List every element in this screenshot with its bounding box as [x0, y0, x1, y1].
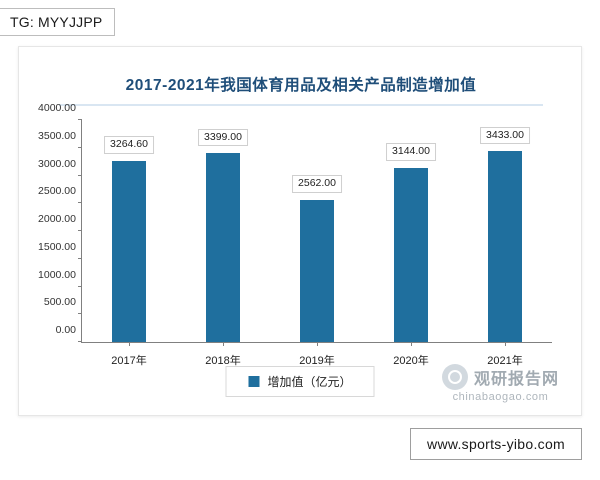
- bar[interactable]: 3144.00: [386, 142, 436, 342]
- y-axis-tick: [78, 202, 82, 204]
- source-label: www.sports-yibo.com: [427, 436, 565, 452]
- bar-value-label: 3144.00: [386, 142, 436, 161]
- y-axis-label: 1500.00: [38, 240, 76, 253]
- y-axis-tick: [78, 146, 82, 148]
- x-axis-tick: [505, 342, 506, 346]
- watermark: 观研报告网 chinabaogao.com: [441, 364, 559, 403]
- bar[interactable]: 3433.00: [480, 126, 530, 342]
- x-axis-label: 2019年: [299, 355, 335, 367]
- x-axis-label: 2018年: [205, 355, 241, 367]
- y-axis-label: 3500.00: [38, 129, 76, 142]
- watermark-top: 观研报告网: [441, 364, 559, 390]
- bar-slot: 3399.00 2018年: [176, 120, 270, 367]
- chart-title: 2017-2021年我国体育用品及相关产品制造增加值: [125, 77, 477, 94]
- y-axis-label: 2000.00: [38, 213, 76, 225]
- bar-slot: 2562.00 2019年: [270, 120, 364, 367]
- bar-slot: 3144.00 2020年: [364, 120, 458, 367]
- bar[interactable]: 3264.60: [104, 136, 154, 342]
- y-axis-tick: [78, 285, 82, 287]
- y-axis-label: 1000.00: [38, 268, 76, 281]
- y-axis-label: 3000.00: [38, 157, 76, 170]
- x-axis-label: 2021年: [487, 355, 523, 367]
- bar-value-label: 2562.00: [292, 175, 342, 193]
- y-axis-label: 0.00: [55, 324, 76, 336]
- chart-title-container: 2017-2021年我国体育用品及相关产品制造增加值: [59, 73, 543, 106]
- bar-slot: 3264.60 2017年: [82, 120, 176, 367]
- y-axis-tick: [78, 119, 82, 120]
- legend-swatch-icon: [248, 376, 260, 387]
- x-axis-tick: [411, 342, 412, 346]
- x-axis-tick: [129, 342, 130, 346]
- y-axis-tick: [78, 341, 82, 342]
- bar-value-label: 3399.00: [198, 128, 248, 147]
- chart-legend[interactable]: 增加值（亿元）: [225, 366, 375, 397]
- chart-card: 2017-2021年我国体育用品及相关产品制造增加值 0.00 500.00 1…: [18, 46, 582, 416]
- y-axis-tick: [78, 257, 82, 259]
- x-axis-tick: [223, 342, 224, 346]
- watermark-name: 观研报告网: [473, 371, 559, 388]
- bar[interactable]: 3399.00: [198, 128, 248, 342]
- tg-tag: TG: MYYJJPP: [0, 8, 116, 36]
- x-axis-tick: [317, 342, 318, 346]
- watermark-url: chinabaogao.com: [452, 391, 549, 403]
- y-axis-label: 2500.00: [38, 185, 76, 198]
- bar-series: 3264.60 2017年 3399.00 2018年 2562.00 2019…: [82, 120, 552, 367]
- bar-value-label: 3264.60: [104, 136, 154, 154]
- y-axis-tick: [78, 174, 82, 176]
- bar-value-label: 3433.00: [480, 126, 530, 145]
- x-axis-label: 2017年: [111, 355, 147, 367]
- y-axis-tick: [78, 230, 82, 231]
- legend-label: 增加值（亿元）: [267, 375, 352, 389]
- source-box: www.sports-yibo.com: [410, 428, 582, 460]
- tg-tag-label: TG: MYYJJPP: [10, 14, 103, 30]
- x-axis-label: 2020年: [393, 355, 429, 367]
- plot-area: 0.00 500.00 1000.00 1500.00 2000.00 2500…: [38, 102, 552, 367]
- y-axis-label: 4000.00: [38, 102, 76, 114]
- bar-slot: 3433.00 2021年: [458, 120, 552, 367]
- y-axis-label: 500.00: [43, 296, 76, 309]
- bar[interactable]: 2562.00: [292, 175, 342, 342]
- y-axis-tick: [78, 313, 82, 315]
- watermark-logo-icon: [441, 364, 468, 390]
